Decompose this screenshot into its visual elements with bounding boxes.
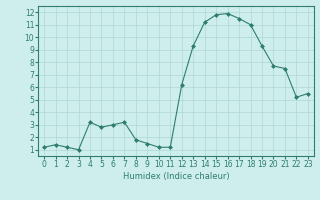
- X-axis label: Humidex (Indice chaleur): Humidex (Indice chaleur): [123, 172, 229, 181]
